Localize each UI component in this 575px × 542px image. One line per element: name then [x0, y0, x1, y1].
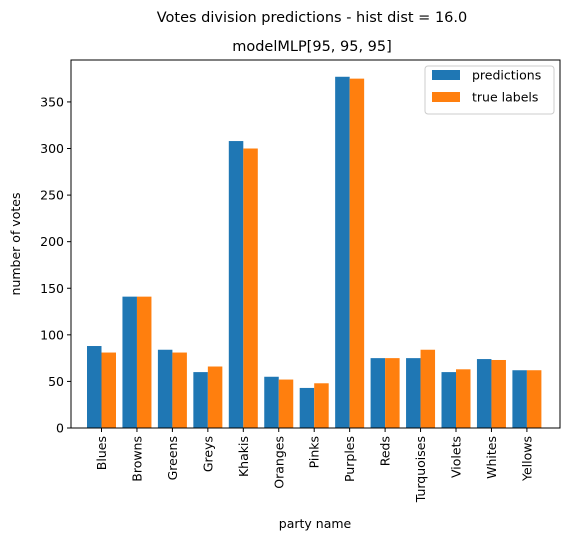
chart-title: modelMLP[95, 95, 95]	[232, 39, 392, 55]
legend-swatch-true-labels	[432, 92, 460, 102]
x-tick-label-purples: Purples	[342, 436, 357, 482]
y-axis-label: number of votes	[8, 193, 23, 296]
x-tick-label-khakis: Khakis	[236, 436, 251, 477]
bar-predictions-greens	[157, 349, 173, 428]
y-tick-label: 250	[40, 188, 64, 203]
y-tick-label: 150	[40, 281, 64, 296]
y-tick-label: 50	[48, 374, 64, 389]
bar-true-labels-browns	[136, 296, 152, 428]
x-tick-label-greens: Greens	[165, 436, 180, 480]
bar-true-labels-greys	[207, 366, 223, 428]
x-tick-label-blues: Blues	[94, 436, 109, 470]
legend-swatch-predictions	[432, 70, 460, 80]
y-tick-label: 0	[56, 421, 64, 436]
x-tick-label-browns: Browns	[129, 436, 144, 482]
bar-true-labels-violets	[456, 369, 471, 428]
bar-predictions-pinks	[299, 387, 315, 428]
plot-frame	[70, 59, 561, 429]
x-tick-label-greys: Greys	[200, 436, 215, 472]
bar-predictions-oranges	[264, 376, 279, 428]
bar-predictions-whites	[476, 359, 492, 428]
legend-label-true-labels: true labels	[472, 90, 538, 105]
x-tick-label-oranges: Oranges	[271, 436, 286, 489]
x-tick-label-yellows: Yellows	[519, 436, 534, 482]
bar-true-labels-oranges	[278, 379, 294, 428]
bar-predictions-reds	[370, 358, 386, 428]
legend: predictions true labels	[424, 65, 555, 115]
bar-predictions-blues	[87, 346, 102, 428]
bar-true-labels-reds	[385, 358, 400, 428]
bar-predictions-purples	[335, 76, 350, 428]
bar-true-labels-turquoises	[420, 349, 436, 428]
bar-true-labels-whites	[491, 359, 506, 428]
legend-label-predictions: predictions	[472, 68, 541, 83]
y-axis: 0 50 100 150 200 250 300 350	[40, 94, 71, 436]
bar-predictions-khakis	[228, 141, 244, 428]
y-tick-label: 100	[40, 327, 64, 342]
x-tick-label-pinks: Pinks	[307, 436, 322, 468]
y-tick-label: 350	[40, 94, 64, 109]
x-tick-label-turquoises: Turquoises	[413, 436, 428, 503]
bars-group	[87, 76, 542, 429]
bar-predictions-greys	[193, 372, 208, 428]
x-tick-label-reds: Reds	[378, 436, 393, 466]
bar-true-labels-purples	[349, 78, 365, 429]
bar-predictions-turquoises	[406, 358, 421, 428]
bar-true-labels-pinks	[314, 383, 329, 428]
chart-suptitle: Votes division predictions - hist dist =…	[157, 10, 467, 26]
bar-predictions-browns	[122, 296, 137, 428]
y-tick-label: 300	[40, 141, 64, 156]
bar-true-labels-greens	[172, 352, 187, 428]
x-tick-label-violets: Violets	[449, 436, 464, 478]
bar-true-labels-yellows	[526, 370, 542, 428]
bar-predictions-yellows	[512, 370, 527, 428]
bar-true-labels-khakis	[243, 148, 258, 428]
x-axis: Blues Browns Greens Greys Khakis Oranges Pinks…	[94, 428, 534, 503]
bar-true-labels-blues	[101, 352, 116, 428]
bar-predictions-violets	[441, 372, 456, 428]
y-tick-label: 200	[40, 234, 64, 249]
x-axis-label: party name	[279, 516, 352, 531]
x-tick-label-whites: Whites	[484, 436, 499, 479]
